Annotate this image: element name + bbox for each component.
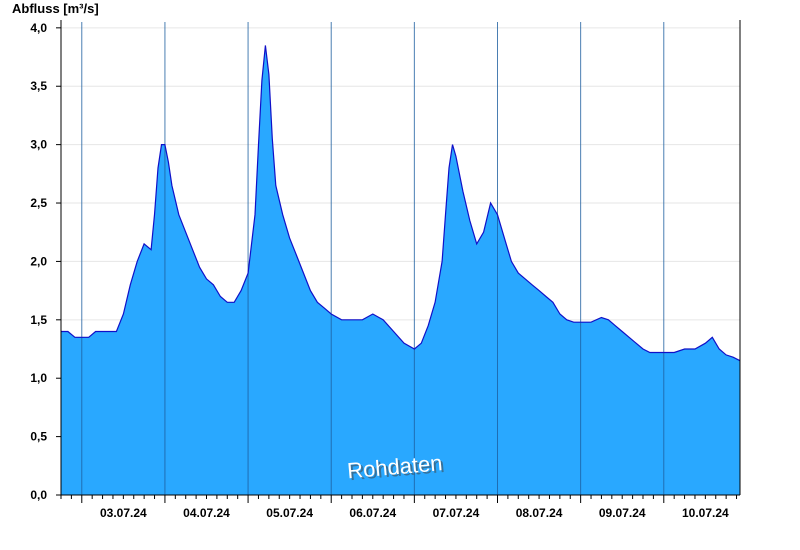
y-axis-ticks: 0,0 0,5 1,0 1,5 2,0 2,5 3,0 3,5 4,0 <box>30 21 61 502</box>
y-tick-label: 3,5 <box>30 79 47 93</box>
y-axis-title: Abfluss [m³/s] <box>12 1 99 16</box>
x-tick-label: 07.07.24 <box>433 506 480 520</box>
axes <box>60 20 741 496</box>
x-tick-label: 10.07.24 <box>682 506 729 520</box>
discharge-area <box>61 45 740 496</box>
y-tick-label: 2,0 <box>30 254 47 268</box>
y-tick-label: 2,5 <box>30 196 47 210</box>
day-separators <box>81 22 665 495</box>
x-tick-label: 08.07.24 <box>516 506 563 520</box>
y-tick-label: 4,0 <box>30 21 47 35</box>
x-tick-label: 06.07.24 <box>349 506 396 520</box>
x-axis-ticks: 03.07.24 04.07.24 05.07.24 06.07.24 07.07.24… <box>60 495 738 520</box>
y-tick-label: 1,0 <box>30 371 47 385</box>
y-tick-label: 0,0 <box>30 488 47 502</box>
y-tick-label: 0,5 <box>30 430 47 444</box>
x-tick-label: 03.07.24 <box>100 506 147 520</box>
y-tick-label: 1,5 <box>30 313 47 327</box>
y-tick-label: 3,0 <box>30 138 47 152</box>
x-tick-label: 04.07.24 <box>183 506 230 520</box>
x-tick-label: 05.07.24 <box>266 506 313 520</box>
x-tick-label: 09.07.24 <box>599 506 646 520</box>
discharge-line <box>61 45 741 362</box>
